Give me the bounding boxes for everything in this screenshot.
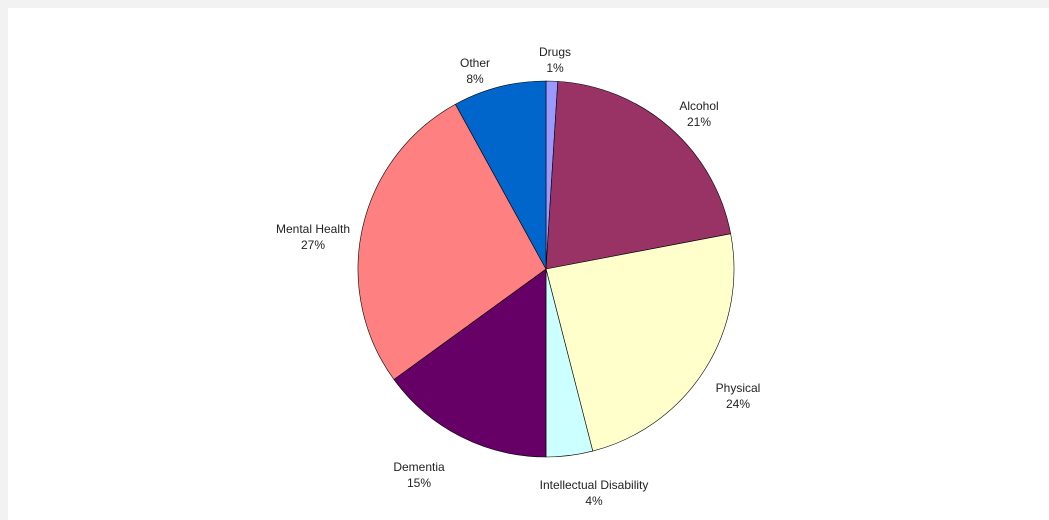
pie-slice-other <box>455 80 547 270</box>
slice-labels: Drugs 1% Alcohol 21% Physical 24% Intellectual… <box>276 45 760 508</box>
slice-percent-label: 8% <box>466 72 484 86</box>
slice-label: Dementia <box>393 460 445 474</box>
slice-label: Mental Health <box>276 222 350 236</box>
slice-label: Physical <box>716 381 761 395</box>
pie-slice-dementia <box>393 268 547 458</box>
pie-slice-physical <box>545 233 735 452</box>
slice-label: Drugs <box>539 45 571 59</box>
slice-percent-label: 21% <box>687 115 711 129</box>
slice-percent-label: 15% <box>407 476 431 490</box>
pie-slices <box>357 80 735 458</box>
pie-chart: Drugs 1% Alcohol 21% Physical 24% Intellectual… <box>276 45 760 508</box>
slice-percent-label: 1% <box>546 61 564 75</box>
slice-label: Alcohol <box>679 99 718 113</box>
slice-percent-label: 24% <box>726 397 750 411</box>
pie-slice-mental-health <box>357 103 547 380</box>
slice-label: Other <box>460 56 490 70</box>
slice-percent-label: 4% <box>585 494 603 508</box>
slice-label: Intellectual Disability <box>540 478 649 492</box>
chart-frame: Drugs 1% Alcohol 21% Physical 24% Intellectual… <box>8 8 1049 520</box>
slice-percent-label: 27% <box>301 238 325 252</box>
pie-slice-alcohol <box>545 81 732 270</box>
